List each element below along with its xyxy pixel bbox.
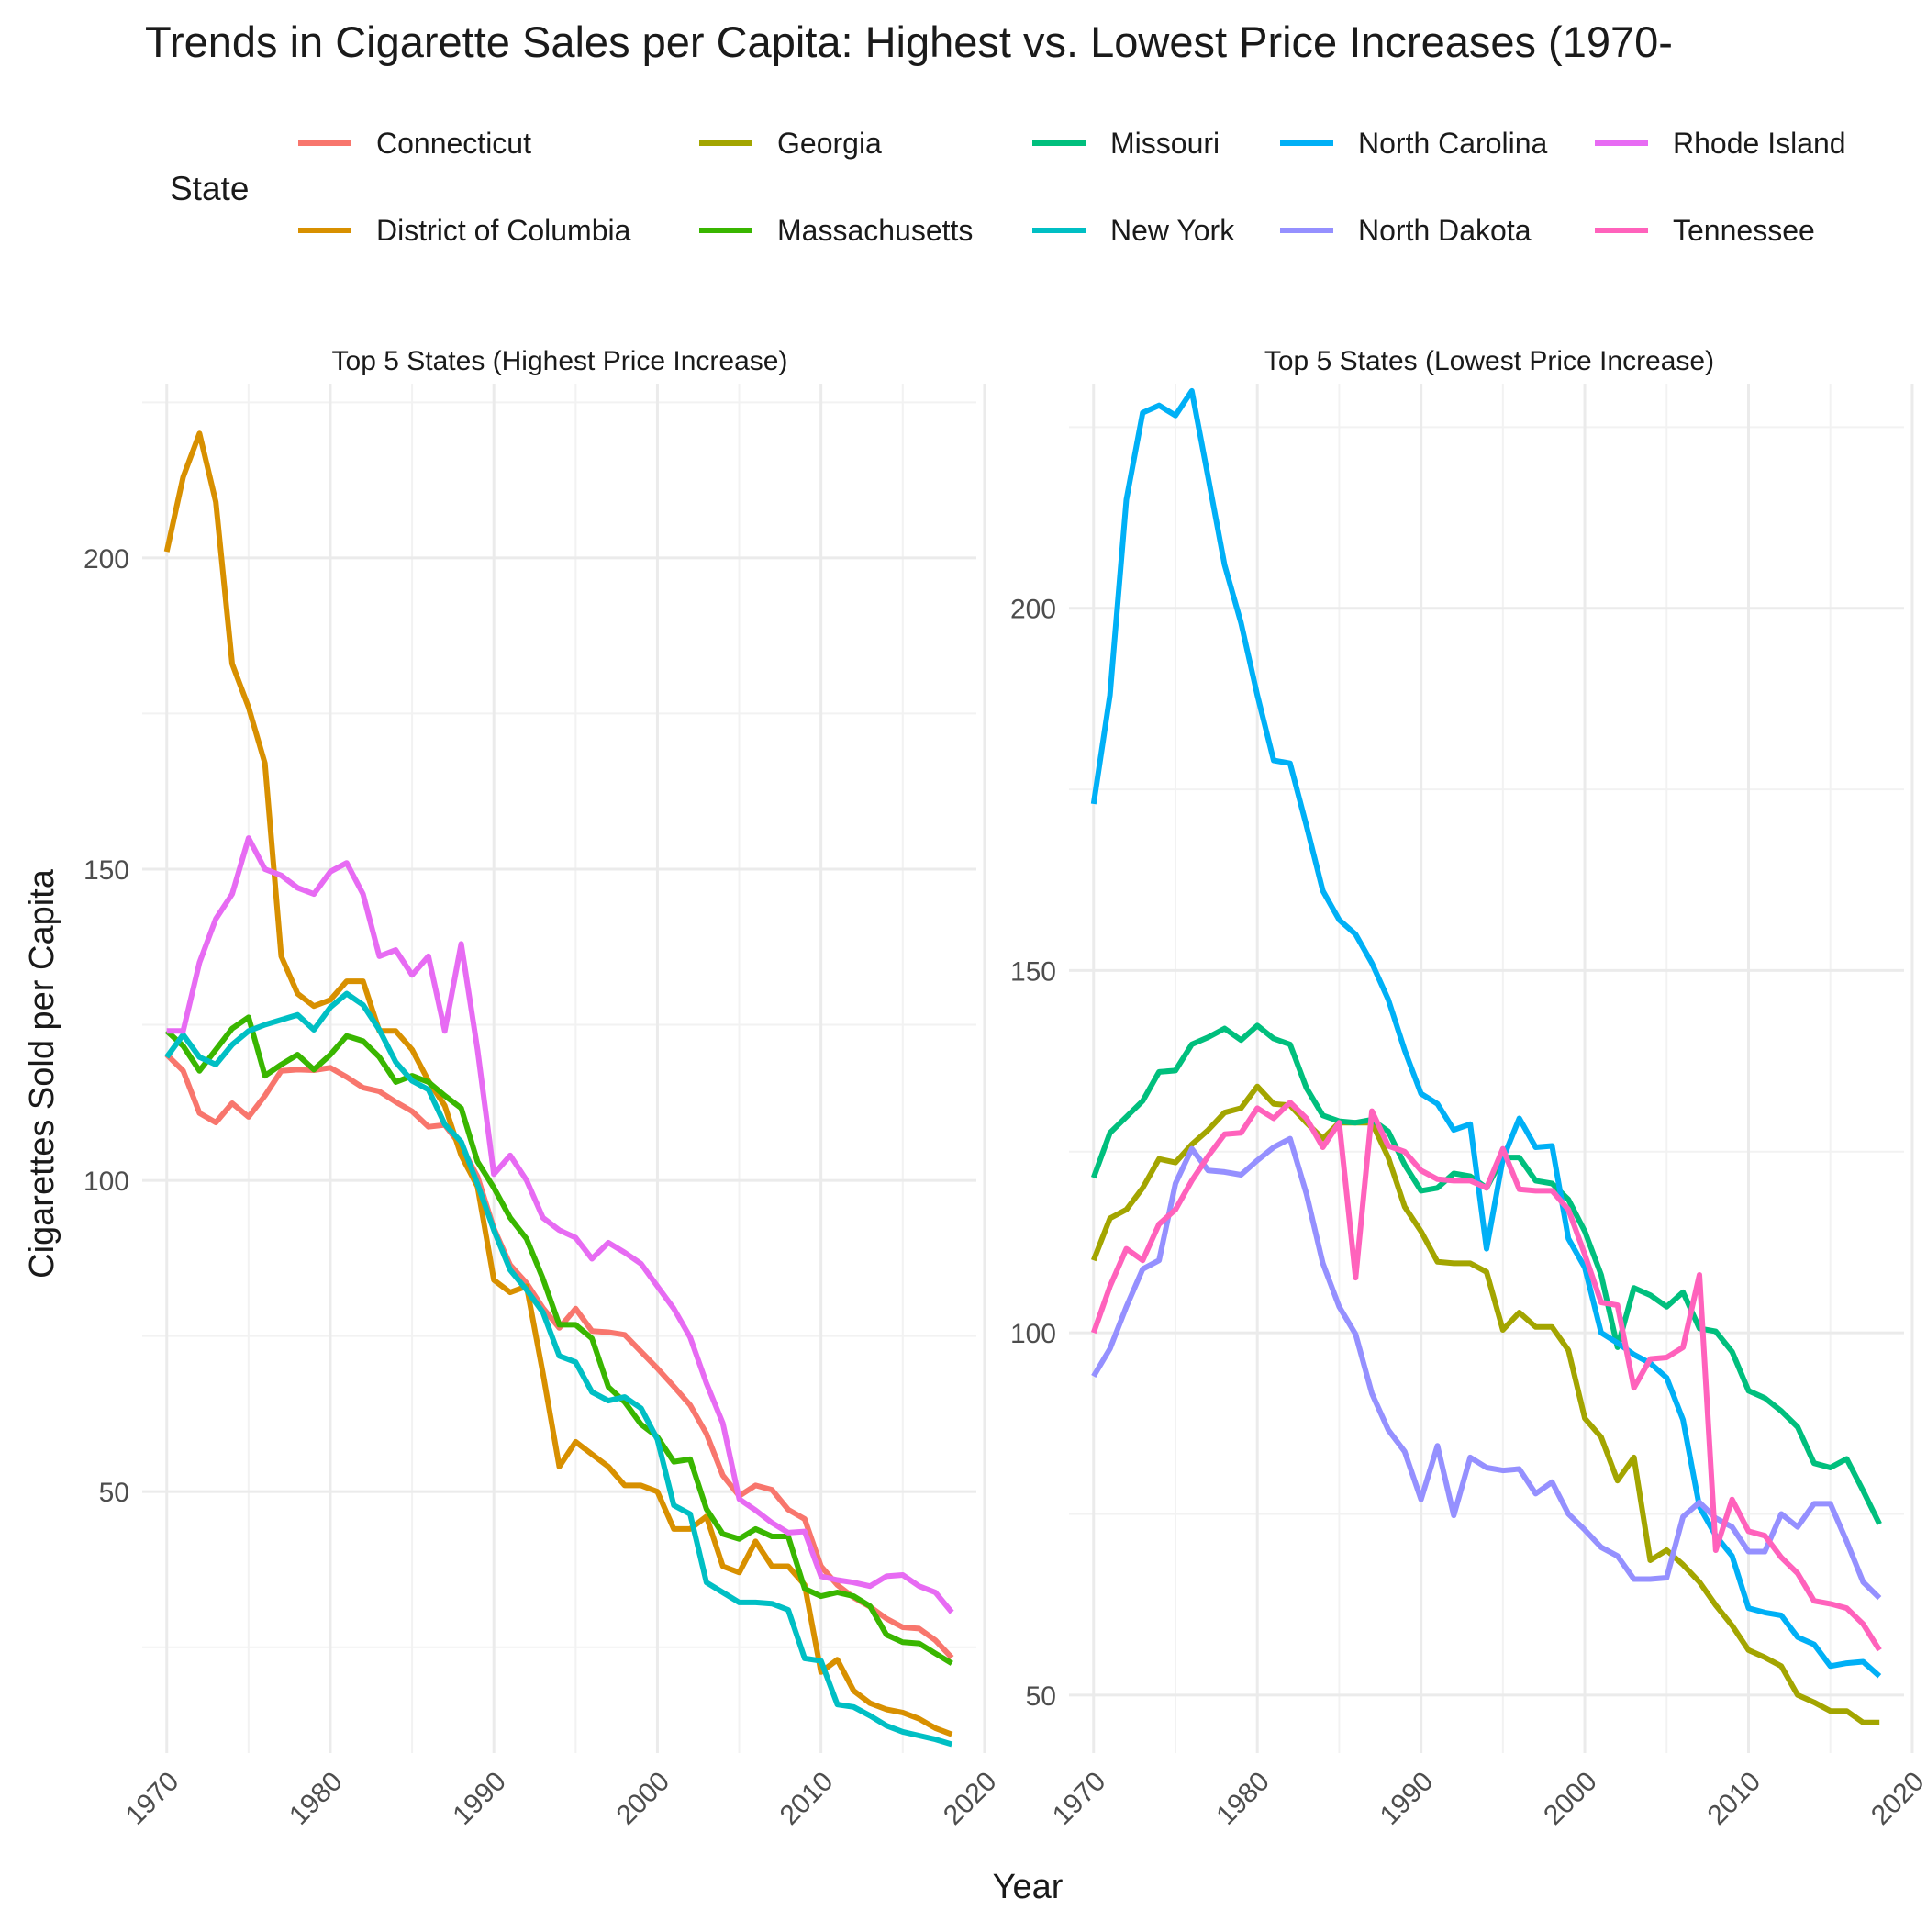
series-line-massachusetts bbox=[164, 1014, 953, 1666]
legend-label: North Carolina bbox=[1358, 127, 1548, 160]
y-tick-label: 100 bbox=[1010, 1319, 1056, 1349]
x-tick-label: 1970 bbox=[120, 1766, 185, 1831]
series-line-north-carolina bbox=[1090, 387, 1882, 1679]
y-tick-label: 100 bbox=[84, 1167, 129, 1197]
legend-label: Missouri bbox=[1110, 127, 1220, 160]
x-axis-label: Year bbox=[993, 1868, 1064, 1906]
legend-label: Rhode Island bbox=[1673, 127, 1846, 160]
x-tick-label: 2000 bbox=[611, 1766, 676, 1831]
x-tick-label: 1990 bbox=[447, 1766, 512, 1831]
x-tick-label: 1980 bbox=[284, 1766, 349, 1831]
x-tick-label: 1980 bbox=[1210, 1766, 1275, 1831]
y-tick-label: 150 bbox=[84, 855, 129, 886]
chart-title: Trends in Cigarette Sales per Capita: Hi… bbox=[145, 17, 1673, 66]
y-tick-label: 150 bbox=[1010, 956, 1056, 987]
panel-title: Top 5 States (Lowest Price Increase) bbox=[1264, 346, 1714, 376]
x-tick-label: 2020 bbox=[1866, 1766, 1927, 1831]
legend-label: North Dakota bbox=[1358, 214, 1532, 247]
x-tick-label: 1970 bbox=[1047, 1766, 1112, 1831]
panel-title: Top 5 States (Highest Price Increase) bbox=[332, 346, 788, 376]
panel-1: Top 5 States (Highest Price Increase) 50 1… bbox=[84, 346, 1003, 1831]
legend-label: Georgia bbox=[777, 127, 882, 160]
x-tick-label: 2010 bbox=[774, 1766, 840, 1831]
y-axis-label: Cigarettes Sold per Capita bbox=[23, 868, 61, 1279]
legend-label: Tennessee bbox=[1673, 214, 1815, 247]
series-line-district-of-columbia bbox=[163, 430, 953, 1737]
y-tick-label: 200 bbox=[84, 544, 129, 575]
legend-label: Connecticut bbox=[376, 127, 531, 160]
legend: State Connecticut District of Columbia Geor… bbox=[170, 127, 1846, 247]
legend-label: Massachusetts bbox=[777, 214, 973, 247]
series-line-tennessee bbox=[1090, 1100, 1882, 1652]
legend-label: District of Columbia bbox=[376, 214, 631, 247]
x-tick-label: 2010 bbox=[1702, 1766, 1767, 1831]
y-tick-label: 50 bbox=[99, 1478, 129, 1508]
series-line-connecticut bbox=[164, 1052, 954, 1660]
x-tick-label: 2000 bbox=[1538, 1766, 1603, 1831]
x-tick-label: 2020 bbox=[938, 1766, 1003, 1831]
series-line-rhode-island bbox=[166, 835, 954, 1614]
x-tick-label: 1990 bbox=[1375, 1766, 1440, 1831]
series-line-georgia bbox=[1091, 1083, 1880, 1725]
series-line-north-dakota bbox=[1091, 1135, 1882, 1601]
panel-2: Top 5 States (Lowest Price Increase) 50 10… bbox=[1010, 346, 1927, 1831]
y-tick-label: 50 bbox=[1026, 1681, 1056, 1712]
legend-label: New York bbox=[1110, 214, 1235, 247]
legend-title: State bbox=[170, 170, 249, 207]
y-tick-label: 200 bbox=[1010, 595, 1056, 625]
series-line-new-york bbox=[164, 990, 953, 1748]
